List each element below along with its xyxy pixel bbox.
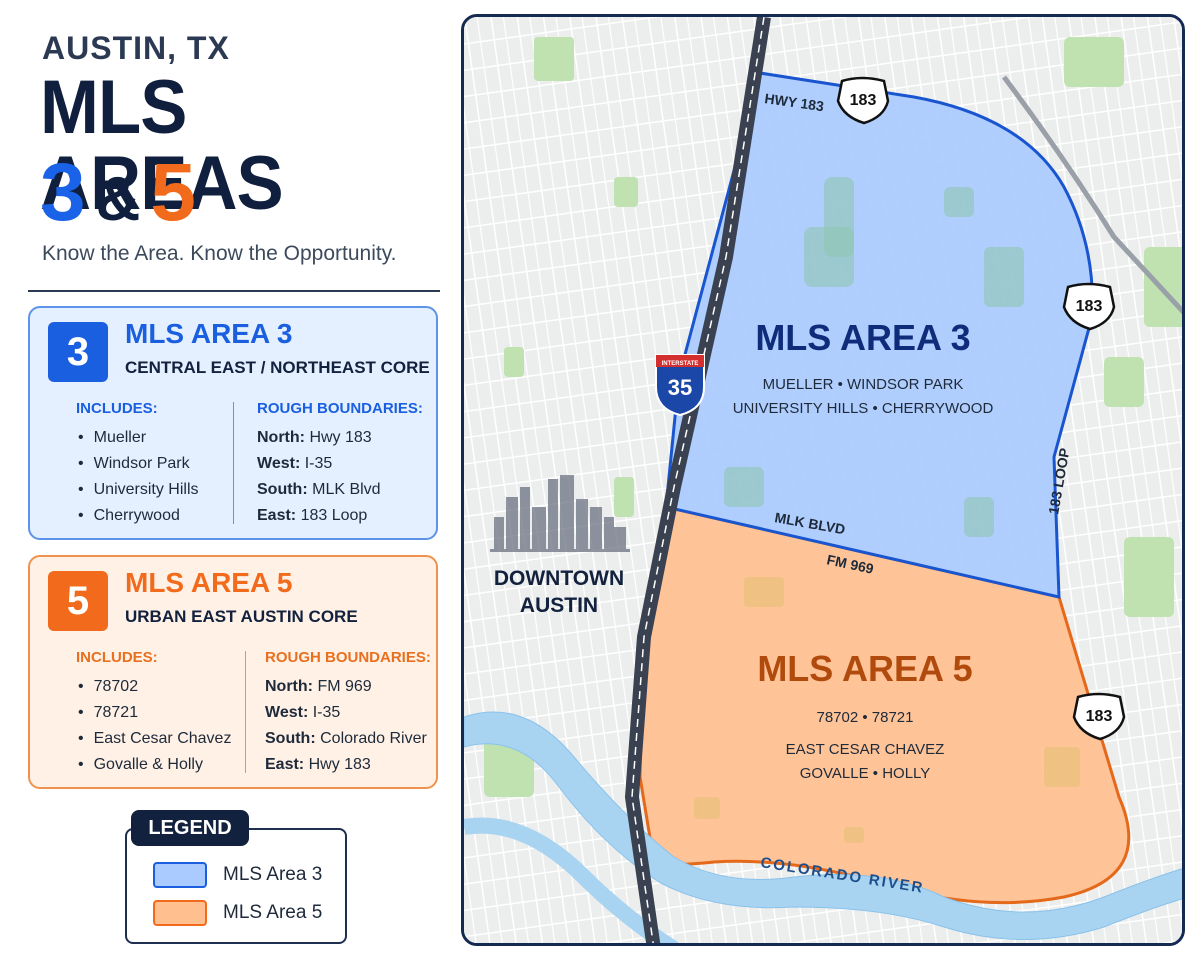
us-183-shield-icon: [836, 76, 1126, 741]
interstate-35-shield-icon: [655, 354, 705, 417]
column-divider: [245, 651, 246, 773]
list-item: 78702: [78, 674, 231, 700]
area-3-boundaries-list: North: Hwy 183 West: I-35 South: MLK Blv…: [257, 425, 381, 529]
area-3-title: MLS AREA 3: [125, 318, 293, 349]
divider: [28, 290, 440, 292]
interstate-number: 35: [668, 375, 692, 400]
us-183-road: [1001, 75, 1182, 315]
area-5-parks: [694, 577, 1080, 843]
area-3-badge: 3: [48, 322, 108, 382]
legend-label-area-5: MLS Area 5: [223, 902, 323, 923]
list-item: Windsor Park: [78, 451, 199, 477]
area-3-boundaries-heading: ROUGH BOUNDARIES:: [257, 400, 423, 417]
map-area-5-title: MLS AREA 5: [757, 648, 972, 689]
list-item: South: MLK Blvd: [257, 481, 381, 498]
legend-title: LEGEND: [131, 810, 249, 846]
list-item: Mueller: [78, 425, 199, 451]
city-label: AUSTIN, TX: [42, 30, 230, 66]
area-5-subtitle: URBAN EAST AUSTIN CORE: [125, 607, 358, 626]
area-5-title: MLS AREA 5: [125, 567, 293, 598]
legend-swatch-area-3: [153, 862, 207, 888]
colorado-river: [464, 711, 1182, 940]
map-area-3-title: MLS AREA 3: [755, 317, 970, 358]
legend-label-area-3: MLS Area 3: [223, 864, 323, 885]
list-item: University Hills: [78, 477, 199, 503]
map-area-5-line1: 78702 • 78721: [816, 709, 913, 726]
list-item: East: Hwy 183: [265, 756, 371, 773]
area-number-5: 5: [150, 147, 196, 238]
list-item: North: Hwy 183: [257, 429, 372, 446]
info-panel: AUSTIN, TX MLS AREAS 3 & 5 Know the Area. …: [0, 0, 460, 960]
list-item: East: 183 Loop: [257, 507, 368, 524]
area-5-includes-list: 78702 78721 East Cesar Chavez Govalle & …: [78, 674, 232, 778]
river-tributary: [464, 817, 679, 943]
list-item: North: FM 969: [265, 678, 372, 695]
list-item: Cherrywood: [78, 503, 199, 529]
i-35-centerline: [631, 17, 765, 943]
area-3-subtitle: CENTRAL EAST / NORTHEAST CORE: [125, 358, 430, 377]
list-item: 78721: [78, 700, 231, 726]
area-number-3: 3: [40, 147, 86, 238]
area-3-includes-list: Mueller Windsor Park University Hills Ch…: [78, 425, 199, 529]
skyline-icon: [490, 475, 630, 552]
legend-swatch-area-5: [153, 900, 207, 926]
column-divider: [233, 402, 234, 524]
shield-183-lower: 183: [1086, 708, 1113, 725]
interstate-word: INTERSTATE: [662, 361, 699, 367]
area-numbers: 3 & 5: [40, 152, 196, 234]
list-item: West: I-35: [265, 704, 341, 721]
area-5-boundaries-list: North: FM 969 West: I-35 South: Colorado…: [265, 674, 427, 778]
area-5-badge: 5: [48, 571, 108, 631]
map-area-5-line3: GOVALLE • HOLLY: [800, 765, 931, 782]
page-title: MLS AREAS: [40, 65, 284, 226]
shield-183-right: 183: [1076, 298, 1103, 315]
area-5-card: 5 MLS AREA 5 URBAN EAST AUSTIN CORE INCL…: [28, 555, 438, 789]
legend: LEGEND MLS Area 3 MLS Area 5: [125, 810, 347, 944]
shield-183-top: 183: [850, 92, 877, 109]
list-item: East Cesar Chavez: [78, 726, 232, 752]
area-5-includes-heading: INCLUDES:: [76, 649, 158, 666]
map-canvas: INTERSTATE 35 183 183 183 HWY 183 MLK BL…: [464, 17, 1182, 943]
area-3-card: 3 MLS AREA 3 CENTRAL EAST / NORTHEAST CO…: [28, 306, 438, 540]
ampersand: &: [95, 165, 141, 234]
downtown-label-line2: AUSTIN: [520, 594, 598, 617]
downtown-label-line1: DOWNTOWN: [494, 567, 624, 590]
map[interactable]: INTERSTATE 35 183 183 183 HWY 183 MLK BL…: [461, 14, 1185, 946]
list-item: South: Colorado River: [265, 730, 427, 747]
map-area-5-line2: EAST CESAR CHAVEZ: [786, 741, 945, 758]
map-area-3-line1: MUELLER • WINDSOR PARK: [763, 376, 964, 393]
tagline: Know the Area. Know the Opportunity.: [42, 242, 397, 265]
list-item: Govalle & Holly: [78, 752, 231, 778]
map-area-3-line2: UNIVERSITY HILLS • CHERRYWOOD: [733, 400, 994, 417]
area-5-boundaries-heading: ROUGH BOUNDARIES:: [265, 649, 431, 666]
list-item: West: I-35: [257, 455, 333, 472]
area-3-parks: [724, 177, 1024, 537]
area-3-includes-heading: INCLUDES:: [76, 400, 158, 417]
